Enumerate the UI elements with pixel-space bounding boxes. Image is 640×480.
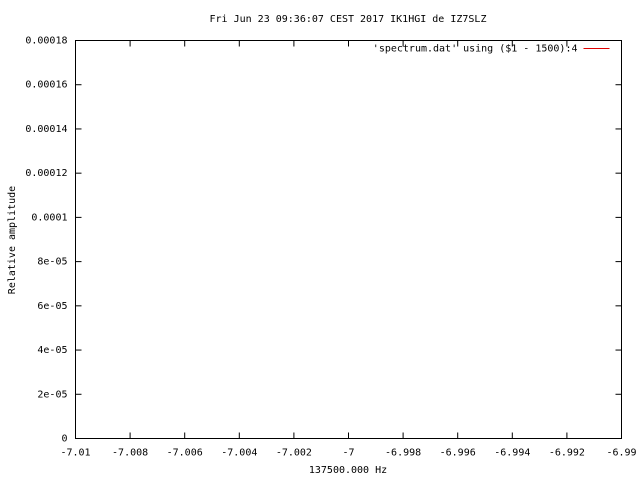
y-tick-label: 0.00012 [25, 168, 67, 179]
y-tick-label: 4e-05 [37, 345, 67, 356]
y-tick-label: 0 [61, 434, 67, 445]
x-tick-label: -6.992 [549, 448, 585, 459]
x-tick-label: -7 [342, 448, 354, 459]
x-tick-label: -6.99 [606, 448, 636, 459]
x-tick-label: -7.008 [112, 448, 148, 459]
plot-border [75, 40, 622, 439]
y-tick-label: 0.00018 [25, 36, 67, 47]
legend-label: 'spectrum.dat' using ($1 - 1500):4 [373, 44, 578, 55]
y-tick-label: 2e-05 [37, 389, 67, 400]
x-tick-label: -6.996 [440, 448, 476, 459]
y-axis-label: Relative amplitude [7, 186, 18, 294]
x-tick-label: -7.004 [221, 448, 257, 459]
y-tick-label: 0.0001 [31, 212, 67, 223]
y-tick-label: 8e-05 [37, 257, 67, 268]
y-tick-label: 0.00016 [25, 80, 67, 91]
x-axis-label: 137500.000 Hz [309, 465, 387, 476]
x-tick-label: -7.002 [276, 448, 312, 459]
y-tick-label: 6e-05 [37, 301, 67, 312]
chart-title: Fri Jun 23 09:36:07 CEST 2017 IK1HGI de … [210, 14, 487, 25]
x-tick-label: -7.006 [167, 448, 203, 459]
x-tick-label: -6.994 [494, 448, 530, 459]
y-tick-label: 0.00014 [25, 124, 67, 135]
x-tick-label: -7.01 [60, 448, 90, 459]
x-tick-label: -6.998 [385, 448, 421, 459]
